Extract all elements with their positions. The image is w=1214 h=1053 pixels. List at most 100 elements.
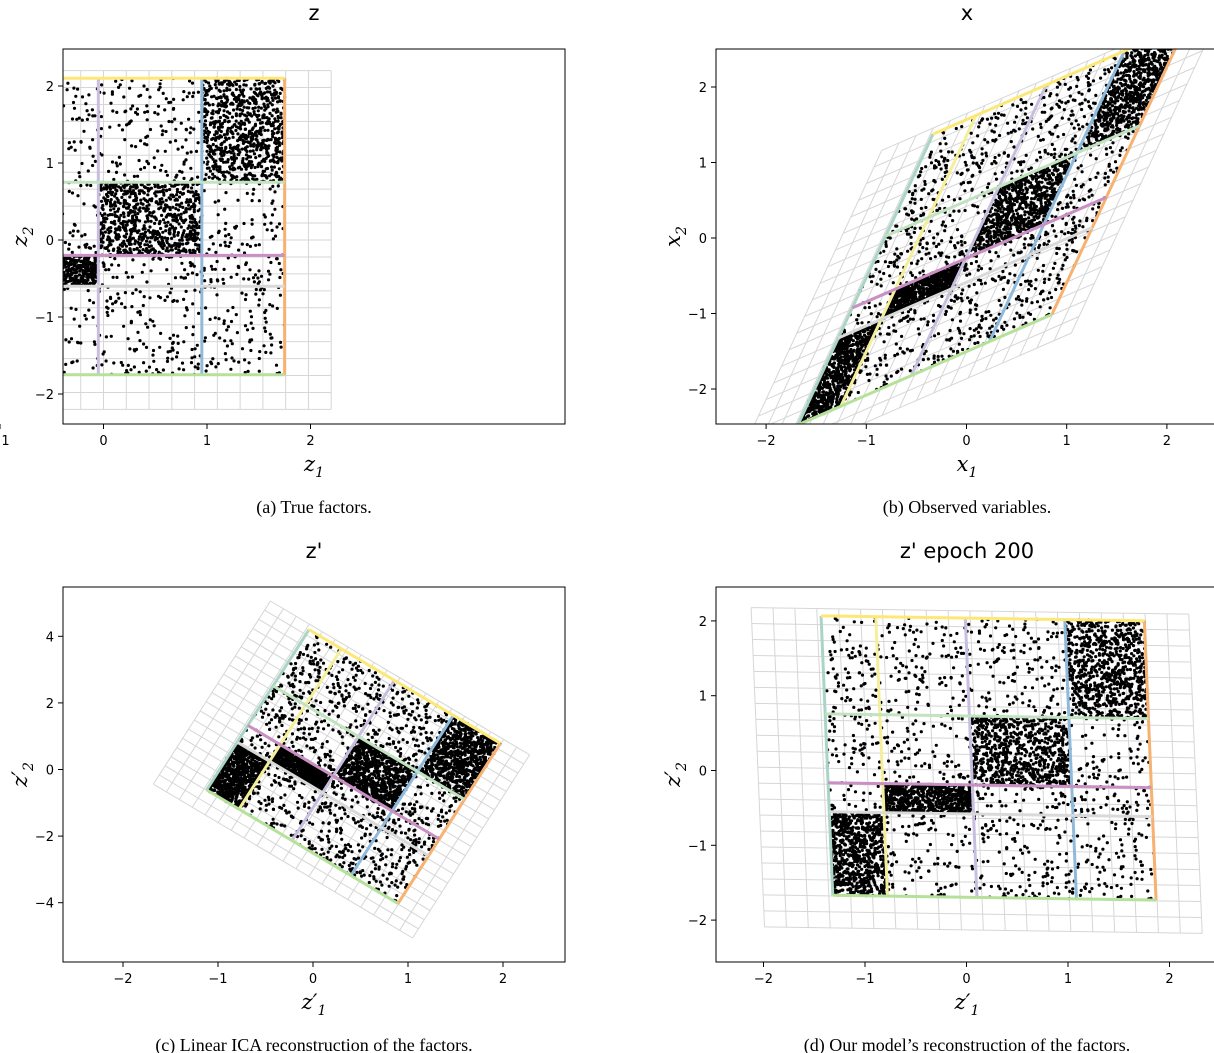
data-point [52,134,55,137]
data-point [112,361,116,365]
data-point [7,321,10,324]
grid-line [873,49,1147,168]
data-point [129,250,133,254]
data-point [1056,281,1060,285]
data-point [151,319,155,323]
data-point [2,346,5,349]
data-point [56,283,59,286]
data-point [257,113,261,117]
data-point [42,280,45,283]
data-point [243,164,247,169]
data-point [275,306,279,310]
data-point [211,112,215,116]
data-point [37,113,40,116]
data-point [945,338,949,342]
data-point [1036,268,1040,272]
data-point [134,186,138,190]
data-point [226,116,230,120]
data-point [245,191,249,195]
data-point [129,107,133,111]
data-point [86,259,90,263]
data-point [45,282,48,285]
data-point [142,295,146,299]
data-point [1006,154,1010,158]
data-point [992,318,996,322]
data-point [270,93,274,97]
data-point [231,135,235,139]
data-point [849,390,853,394]
data-point [18,259,21,262]
data-point [0,190,1,193]
data-point [187,200,191,204]
data-point [19,274,22,277]
data-point [1000,276,1004,280]
data-point [172,243,176,247]
data-point [255,144,259,148]
data-point [247,277,251,281]
data-point [214,144,218,148]
data-point [8,351,11,354]
data-point [961,252,965,256]
data-point [1030,102,1034,106]
data-point [231,305,235,310]
data-point [45,281,48,284]
data-point [161,230,165,234]
data-point [12,267,15,270]
data-point [30,277,33,280]
data-point [175,187,179,192]
data-point [257,105,261,109]
data-point [980,161,984,165]
data-point [1087,88,1091,92]
data-point [169,248,173,252]
data-point [197,311,201,315]
data-point [30,284,33,287]
data-point [57,281,60,284]
data-point [931,319,936,323]
data-point [211,172,215,176]
data-point [940,251,944,255]
data-point [59,364,62,367]
data-point [16,199,19,202]
data-point [33,281,36,284]
data-point [190,347,194,352]
data-point [107,268,111,272]
data-point [940,354,944,358]
data-point [145,247,149,251]
data-point [115,214,119,218]
data-point [1008,272,1012,276]
data-point [9,258,12,261]
data-point [992,130,996,134]
data-point [252,90,256,94]
data-point [58,257,61,260]
data-point [161,91,165,95]
data-point [257,356,261,361]
data-point [271,108,275,112]
data-point [277,178,281,182]
data-point [241,122,245,126]
data-point [249,166,253,170]
data-point [1072,221,1076,225]
data-point [2,348,5,351]
data-point [126,189,130,193]
data-point [1039,138,1043,142]
data-point [88,298,92,302]
data-point [79,260,83,264]
data-point [45,270,48,273]
data-point [40,269,43,272]
data-point [13,280,16,283]
data-point [114,233,118,237]
data-point [145,110,150,114]
data-point [1157,35,1160,38]
data-point [37,268,40,271]
data-point [159,124,163,128]
data-point [273,117,277,121]
data-point [7,348,10,351]
data-point [153,249,157,253]
data-point [63,260,66,264]
data-point [255,148,259,152]
data-point [265,176,269,180]
data-point [107,249,111,253]
data-point [953,255,957,259]
data-point [211,136,215,141]
